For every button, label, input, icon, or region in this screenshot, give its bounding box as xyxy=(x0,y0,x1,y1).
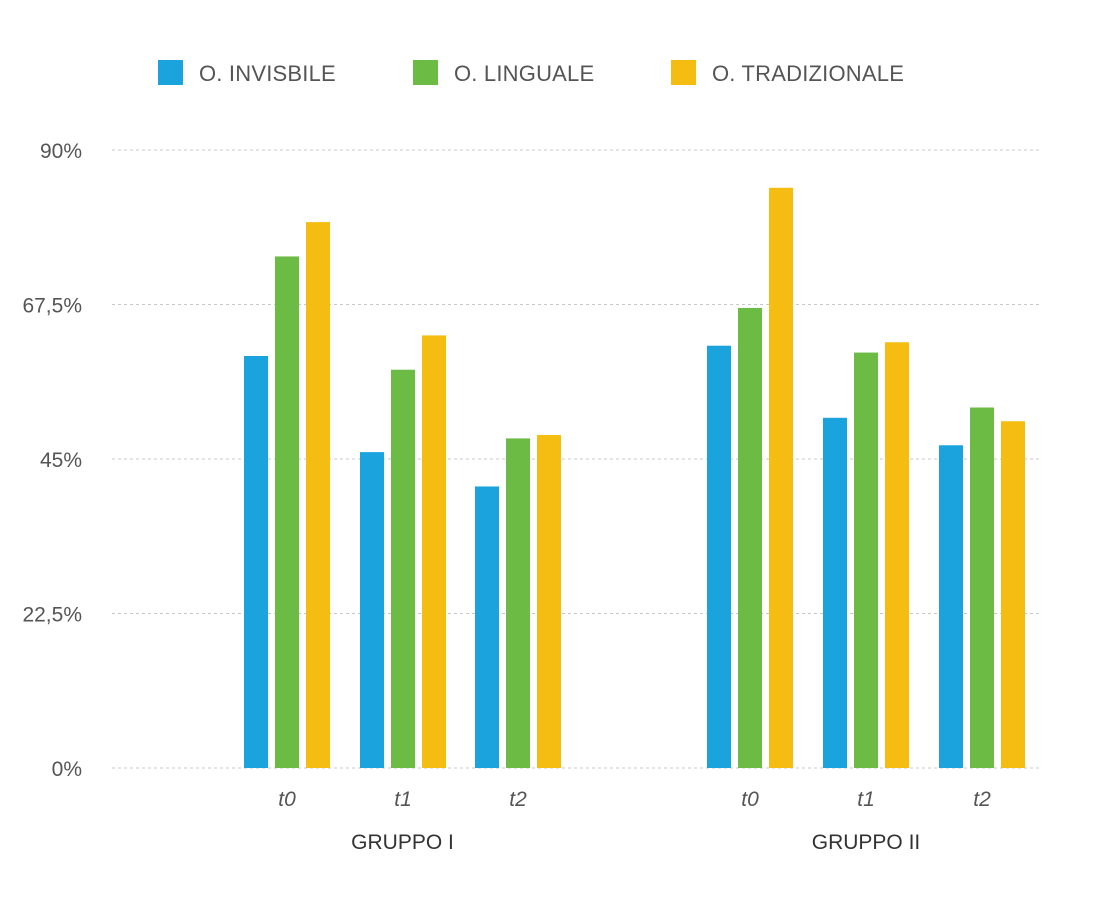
x-tick-label-2-t0: t0 xyxy=(741,788,759,811)
bar-1-t0-series-3 xyxy=(306,222,330,769)
x-tick-label-2-t2: t2 xyxy=(973,788,991,811)
bar-1-t0-series-2 xyxy=(275,256,299,768)
bar-1-t2-series-3 xyxy=(537,434,561,768)
bar-2-t2-series-2 xyxy=(970,407,994,768)
y-tick-label-1: 90% xyxy=(40,140,82,163)
x-tick-label-2-t1: t1 xyxy=(857,788,875,811)
bar-2-t1-series-1 xyxy=(823,417,847,768)
bar-2-t0-series-2 xyxy=(738,307,762,768)
legend-swatch-3 xyxy=(671,60,696,85)
y-tick-label-3: 45% xyxy=(40,449,82,472)
y-tick-label-2: 67,5% xyxy=(22,295,82,318)
bar-2-t1-series-3 xyxy=(885,342,909,768)
legend-label-1: O. INVISBILE xyxy=(199,61,336,86)
bar-1-t2-series-2 xyxy=(506,438,530,768)
bar-2-t0-series-3 xyxy=(769,187,793,768)
grid xyxy=(112,149,1040,769)
y-axis: 90% 67,5% 45% 22,5% 0% xyxy=(22,140,82,781)
legend-label-3: O. TRADIZIONALE xyxy=(712,61,904,86)
group-label-2: GRUPPO II xyxy=(812,831,921,854)
group-label-1: GRUPPO I xyxy=(351,831,454,854)
bar-1-t1-series-2 xyxy=(391,369,415,768)
bar-2-t2-series-3 xyxy=(1001,421,1025,768)
bar-2-t1-series-2 xyxy=(854,352,878,768)
x-tick-label-1-t2: t2 xyxy=(509,788,527,811)
legend-label-2: O. LINGUALE xyxy=(454,61,594,86)
y-tick-label-4: 22,5% xyxy=(22,604,82,627)
bar-2-t0-series-1 xyxy=(707,345,731,768)
x-axis: t0 t1 t2 GRUPPO I t0 t1 t2 GRUPPO II xyxy=(278,788,991,854)
bar-1-t2-series-1 xyxy=(475,486,499,768)
bar-1-t1-series-1 xyxy=(360,452,384,768)
x-tick-label-1-t0: t0 xyxy=(278,788,296,811)
bar-2-t2-series-1 xyxy=(939,445,963,768)
legend-swatch-2 xyxy=(413,60,438,85)
legend: O. INVISBILE O. LINGUALE O. TRADIZIONALE xyxy=(158,60,904,86)
x-tick-label-1-t1: t1 xyxy=(394,788,412,811)
bars xyxy=(244,187,1025,769)
legend-swatch-1 xyxy=(158,60,183,85)
y-tick-label-5: 0% xyxy=(52,758,82,781)
bar-1-t0-series-1 xyxy=(244,356,268,768)
bar-1-t1-series-3 xyxy=(422,335,446,768)
